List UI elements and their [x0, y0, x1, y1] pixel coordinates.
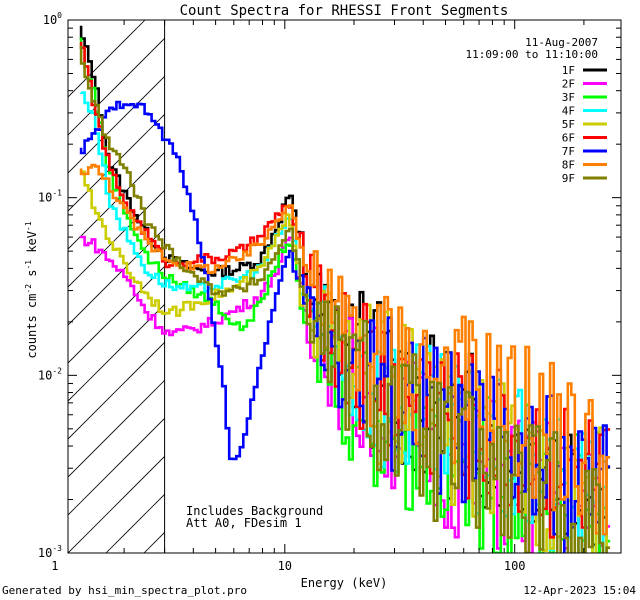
legend-label-7F: 7F — [562, 145, 575, 158]
legend-label-3F: 3F — [562, 91, 575, 104]
y-tick-base: 10 — [38, 368, 52, 382]
series-line-9F — [79, 45, 611, 553]
legend-label-6F: 6F — [562, 132, 575, 145]
y-tick-label: 100 — [43, 11, 62, 27]
series-layer — [79, 25, 611, 553]
y-label-exp-kev: -1 — [24, 221, 33, 231]
y-tick-base: 10 — [38, 546, 52, 560]
y-tick-exp: 0 — [57, 11, 62, 20]
hatch-line — [68, 417, 165, 516]
y-label-part-s: s — [25, 270, 39, 284]
y-tick-label: 10-2 — [38, 366, 62, 382]
y-tick-exp: -3 — [52, 544, 62, 553]
generated-by: Generated by hsi_min_spectra_plot.pro — [2, 584, 247, 597]
legend-label-8F: 8F — [562, 159, 575, 172]
legend-label-1F: 1F — [562, 64, 575, 77]
chart-title: Count Spectra for RHESSI Front Segments — [180, 3, 509, 19]
note-line-1: Includes Background — [186, 504, 323, 518]
legend-label-9F: 9F — [562, 172, 575, 185]
time-range-label: 11:09:00 to 11:10:00 — [466, 48, 598, 61]
y-axis-label: counts cm-2 s-1 keV-1 — [24, 221, 39, 358]
x-tick-label: 1 — [51, 559, 58, 573]
hatch-line — [68, 455, 165, 553]
hatch-line — [68, 75, 165, 174]
legend-label-5F: 5F — [562, 118, 575, 131]
footer-timestamp: 12-Apr-2023 15:04 — [523, 584, 636, 597]
y-tick-base: 10 — [43, 13, 57, 27]
y-label-part-kev: keV — [25, 231, 39, 260]
axis-ticks — [68, 19, 621, 554]
plot-frame — [67, 19, 622, 554]
hatch-line — [68, 379, 165, 478]
x-tick-label: 10 — [278, 559, 292, 573]
hatch-line — [68, 227, 165, 326]
date-label: 11-Aug-2007 — [525, 36, 598, 49]
y-tick-label: 10-1 — [38, 189, 62, 205]
y-tick-exp: -2 — [52, 366, 62, 375]
y-label-part-counts: counts cm — [25, 294, 39, 359]
y-label-exp-cm: -2 — [24, 284, 33, 294]
x-axis-label: Energy (keV) — [301, 576, 388, 590]
y-tick-label: 10-3 — [38, 544, 62, 560]
y-tick-exp: -1 — [52, 189, 62, 198]
legend-label-2F: 2F — [562, 78, 575, 91]
legend-label-4F: 4F — [562, 105, 575, 118]
y-label-exp-s: -1 — [24, 260, 33, 270]
hatch-line — [68, 265, 165, 364]
note-line-2: Att A0, FDesim 1 — [186, 516, 302, 530]
y-tick-base: 10 — [38, 191, 52, 205]
x-tick-label: 100 — [504, 559, 526, 573]
